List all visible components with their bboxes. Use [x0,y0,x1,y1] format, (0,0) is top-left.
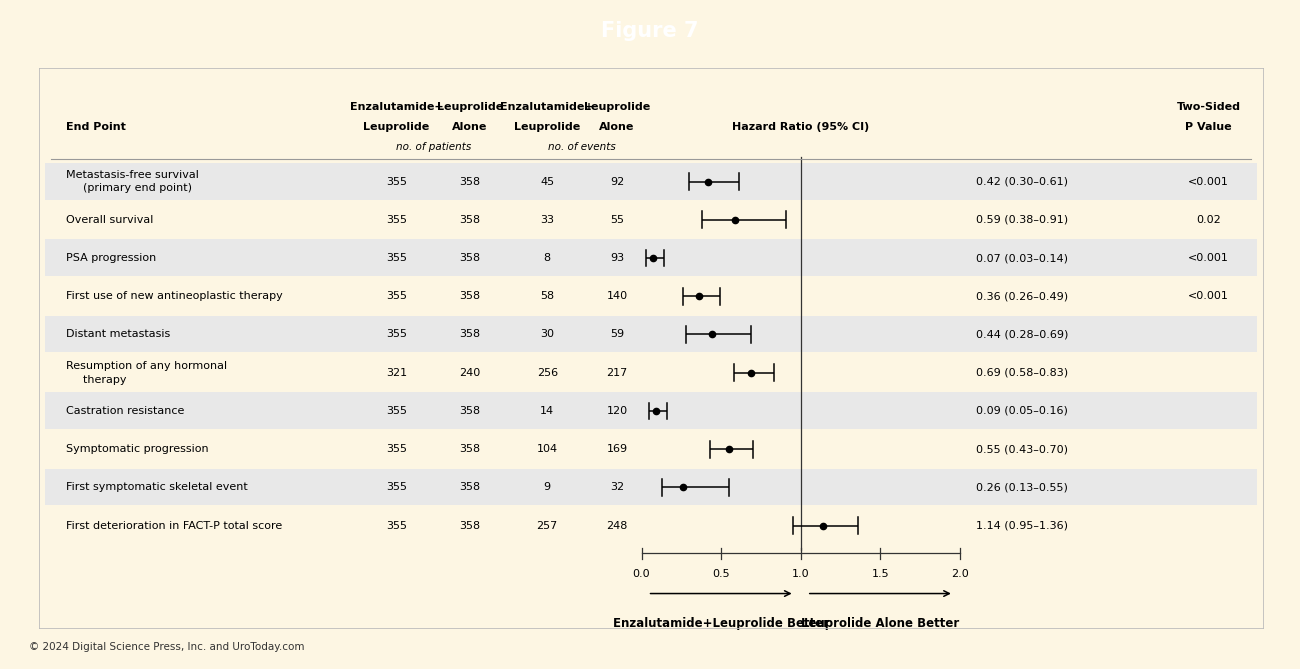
Bar [46,469,1257,505]
Text: Alone: Alone [599,122,634,132]
Text: Leuprolide: Leuprolide [514,122,580,132]
Text: 0.0: 0.0 [633,569,650,579]
Text: 58: 58 [540,291,554,301]
Text: 0.07 (0.03–0.14): 0.07 (0.03–0.14) [976,253,1067,263]
Text: 355: 355 [386,253,407,263]
Text: Two-Sided: Two-Sided [1176,102,1240,112]
Text: 30: 30 [541,329,554,339]
Text: 104: 104 [537,444,558,454]
Text: 358: 358 [459,406,481,416]
Text: 2.0: 2.0 [952,569,968,579]
Text: 355: 355 [386,329,407,339]
Text: 355: 355 [386,406,407,416]
Text: 9: 9 [543,482,551,492]
Text: First symptomatic skeletal event: First symptomatic skeletal event [66,482,248,492]
Text: Leuprolide: Leuprolide [437,102,503,112]
Bar [46,163,1257,199]
Text: 358: 358 [459,253,481,263]
Bar [46,393,1257,429]
Text: 45: 45 [540,177,554,187]
Text: 92: 92 [610,177,624,187]
Text: Leuprolide: Leuprolide [584,102,650,112]
Text: 0.69 (0.58–0.83): 0.69 (0.58–0.83) [976,368,1067,378]
Text: <0.001: <0.001 [1188,177,1228,187]
Text: 355: 355 [386,291,407,301]
Text: 321: 321 [386,368,407,378]
Text: Enzalutamide+: Enzalutamide+ [350,102,443,112]
Text: Figure 7: Figure 7 [601,21,699,41]
Text: no. of events: no. of events [549,142,616,152]
Text: © 2024 Digital Science Press, Inc. and UroToday.com: © 2024 Digital Science Press, Inc. and U… [29,642,304,652]
Text: 0.5: 0.5 [712,569,729,579]
Text: Alone: Alone [452,122,488,132]
Text: 1.14 (0.95–1.36): 1.14 (0.95–1.36) [976,520,1067,531]
Text: Hazard Ratio (95% CI): Hazard Ratio (95% CI) [732,122,870,132]
Text: 358: 358 [459,291,481,301]
Text: 0.44 (0.28–0.69): 0.44 (0.28–0.69) [976,329,1069,339]
Text: Distant metastasis: Distant metastasis [66,329,170,339]
Text: no. of patients: no. of patients [395,142,471,152]
Text: Castration resistance: Castration resistance [66,406,185,416]
Text: 257: 257 [537,520,558,531]
Text: (primary end point): (primary end point) [75,183,191,193]
Text: 248: 248 [606,520,628,531]
Text: Symptomatic progression: Symptomatic progression [66,444,208,454]
Text: 355: 355 [386,444,407,454]
Text: 14: 14 [540,406,554,416]
Text: 120: 120 [606,406,628,416]
Text: 32: 32 [610,482,624,492]
Text: Resumption of any hormonal: Resumption of any hormonal [66,361,228,371]
Text: therapy: therapy [75,375,126,385]
Text: 0.09 (0.05–0.16): 0.09 (0.05–0.16) [976,406,1067,416]
Text: 0.02: 0.02 [1196,215,1221,225]
Text: <0.001: <0.001 [1188,253,1228,263]
Text: 0.55 (0.43–0.70): 0.55 (0.43–0.70) [976,444,1067,454]
Text: 1.5: 1.5 [871,569,889,579]
Text: 217: 217 [606,368,628,378]
Text: 0.26 (0.13–0.55): 0.26 (0.13–0.55) [976,482,1067,492]
Bar [46,316,1257,353]
Text: Overall survival: Overall survival [66,215,153,225]
Text: 358: 358 [459,177,481,187]
Text: 358: 358 [459,215,481,225]
Text: 256: 256 [537,368,558,378]
Text: Enzalutamide+: Enzalutamide+ [500,102,594,112]
Text: 358: 358 [459,329,481,339]
Text: P Value: P Value [1186,122,1232,132]
Bar [46,240,1257,276]
Text: First deterioration in FACT-P total score: First deterioration in FACT-P total scor… [66,520,282,531]
Text: 0.59 (0.38–0.91): 0.59 (0.38–0.91) [976,215,1067,225]
Text: Leuprolide Alone Better: Leuprolide Alone Better [801,617,959,630]
Text: 358: 358 [459,482,481,492]
Text: 55: 55 [610,215,624,225]
Text: Leuprolide: Leuprolide [364,122,430,132]
Text: 33: 33 [541,215,554,225]
Text: 355: 355 [386,520,407,531]
Text: 240: 240 [459,368,481,378]
Text: 93: 93 [610,253,624,263]
Text: <0.001: <0.001 [1188,291,1228,301]
Text: 169: 169 [606,444,628,454]
Text: First use of new antineoplastic therapy: First use of new antineoplastic therapy [66,291,282,301]
Text: Metastasis-free survival: Metastasis-free survival [66,170,199,180]
Text: 140: 140 [606,291,628,301]
Text: Enzalutamide+Leuprolide Better: Enzalutamide+Leuprolide Better [614,617,829,630]
Text: PSA progression: PSA progression [66,253,156,263]
Text: 0.36 (0.26–0.49): 0.36 (0.26–0.49) [976,291,1067,301]
Text: 358: 358 [459,520,481,531]
Text: 1.0: 1.0 [792,569,810,579]
Text: 355: 355 [386,482,407,492]
Text: 59: 59 [610,329,624,339]
Text: 8: 8 [543,253,551,263]
Text: 355: 355 [386,215,407,225]
Text: 355: 355 [386,177,407,187]
Text: 0.42 (0.30–0.61): 0.42 (0.30–0.61) [976,177,1067,187]
Text: End Point: End Point [66,122,126,132]
Text: 358: 358 [459,444,481,454]
